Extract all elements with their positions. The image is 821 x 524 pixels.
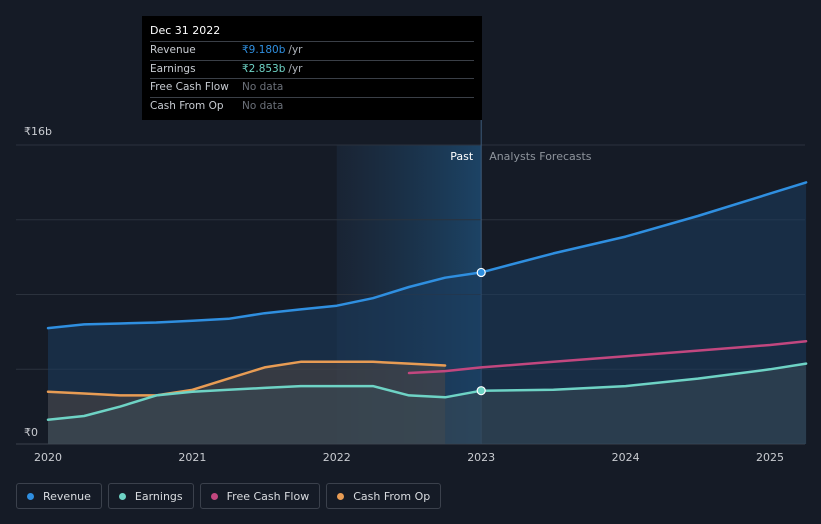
legend-dot-icon — [210, 492, 218, 500]
earnings-line — [46, 362, 808, 421]
tooltip-date: Dec 31 2022 — [150, 24, 221, 37]
legend-label: Earnings — [134, 489, 183, 503]
earnings-area — [48, 363, 807, 444]
tooltip-label: Revenue — [150, 44, 196, 56]
legend-label: Revenue — [43, 489, 91, 503]
x-tick-label: 2024 — [612, 451, 640, 464]
tooltip-row-revenue: Revenue ₹9.180b/yr — [150, 41, 474, 60]
legend-dot-icon — [337, 492, 345, 500]
legend-item-earnings[interactable]: Earnings — [107, 483, 194, 509]
legend-label: Cash From Op — [353, 489, 431, 503]
past-label: Past — [450, 150, 474, 163]
tooltip-value: No data — [242, 99, 284, 112]
tooltip-row-free-cash-flow: Free Cash Flow No data — [150, 78, 474, 97]
legend-label: Free Cash Flow — [226, 489, 310, 503]
chart-area: ₹16b ₹0 2020 2021 2022 2023 2024 2025 Past Analys… — [16, 120, 808, 464]
revenue-line — [46, 181, 808, 330]
cash-from-op-line — [46, 360, 447, 397]
tooltip-value: ₹9.180b — [242, 44, 286, 56]
free-cash-flow-line — [407, 339, 808, 375]
tooltip-label: Cash From Op — [150, 99, 224, 112]
tooltip-row-earnings: Earnings ₹2.853b/yr — [150, 59, 474, 79]
legend: Revenue Earnings Free Cash Flow Cash Fro… — [16, 483, 442, 509]
revenue-area — [48, 182, 807, 444]
tooltip-value: ₹2.853b — [242, 62, 286, 75]
tooltip-value: No data — [242, 81, 284, 93]
legend-dot-icon — [118, 492, 126, 500]
x-tick-label: 2021 — [178, 451, 206, 464]
x-tick-label: 2025 — [756, 451, 784, 464]
y-tick-label: ₹16b — [24, 125, 52, 138]
tooltip-label: Earnings — [150, 62, 196, 75]
legend-item-revenue[interactable]: Revenue — [16, 483, 102, 509]
tooltip: Dec 31 2022 Revenue ₹9.180b/yr Earnings … — [142, 16, 482, 120]
legend-item-free-cash-flow[interactable]: Free Cash Flow — [199, 483, 321, 509]
legend-item-cash-from-op[interactable]: Cash From Op — [326, 483, 442, 509]
tooltip-unit: /yr — [288, 44, 303, 56]
forecast-label: Analysts Forecasts — [489, 150, 592, 163]
x-tick-label: 2023 — [467, 451, 495, 464]
tooltip-unit: /yr — [288, 62, 303, 75]
tooltip-label: Free Cash Flow — [150, 81, 229, 93]
tooltip-row-cash-from-op: Cash From Op No data — [150, 96, 474, 116]
x-tick-label: 2022 — [323, 451, 351, 464]
earnings-point — [476, 386, 486, 396]
y-tick-label: ₹0 — [24, 426, 38, 439]
revenue-point — [476, 267, 486, 278]
x-tick-label: 2020 — [34, 451, 62, 464]
legend-dot-icon — [27, 492, 34, 500]
